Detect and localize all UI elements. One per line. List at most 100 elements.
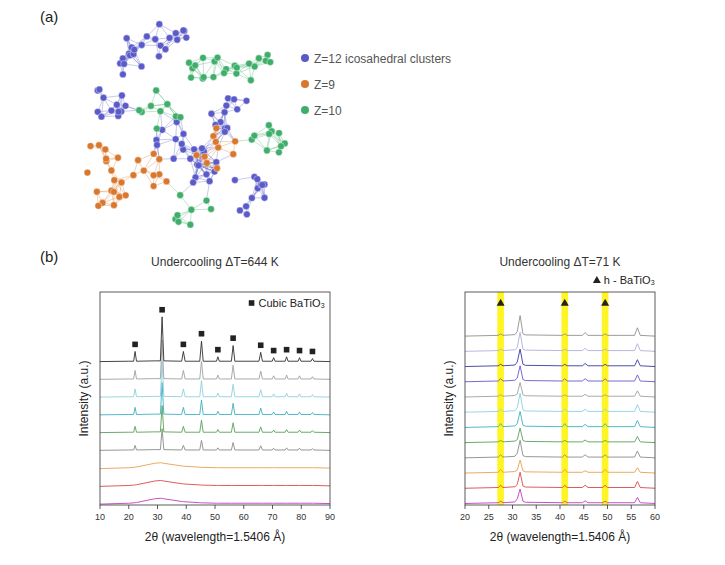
atom <box>214 54 221 61</box>
atom <box>276 130 283 137</box>
atom <box>187 221 194 228</box>
xrd-trace <box>465 489 655 503</box>
atom <box>136 107 143 114</box>
peak-marker <box>199 331 205 337</box>
x-tick <box>100 505 101 509</box>
atom <box>111 177 118 184</box>
legend-symbol <box>593 276 601 283</box>
atom <box>267 59 274 66</box>
x-axis-title: 2θ (wavelength=1.5406 Å) <box>490 529 630 544</box>
atom <box>243 97 250 104</box>
x-tick-label: 90 <box>325 512 335 522</box>
plot-frame <box>465 292 655 505</box>
figure: (a)Z=12 icosahedral clustersZ=9Z=10(b)10… <box>0 0 725 565</box>
atom <box>213 159 220 166</box>
atom <box>231 96 238 103</box>
x-tick <box>488 505 489 509</box>
x-tick <box>536 505 537 509</box>
atom <box>156 21 163 28</box>
x-tick <box>186 505 187 509</box>
atom <box>264 147 271 154</box>
atom <box>87 143 94 150</box>
peak-marker <box>284 347 290 353</box>
x-tick-label: 60 <box>239 512 249 522</box>
highlight-band <box>561 292 568 505</box>
atom <box>153 87 160 94</box>
highlight-band <box>497 292 504 505</box>
atom <box>203 197 210 204</box>
atom <box>163 178 170 185</box>
atom <box>100 94 107 101</box>
atom <box>203 160 210 167</box>
atom <box>203 171 210 178</box>
x-tick-label: 35 <box>531 512 541 522</box>
atom <box>232 177 239 184</box>
atom <box>237 207 244 214</box>
atom <box>181 28 188 35</box>
atom <box>143 33 150 40</box>
cluster-bonds <box>91 24 285 224</box>
atom <box>111 202 118 209</box>
xrd-trace <box>465 366 655 382</box>
atom <box>213 125 220 132</box>
atom <box>243 203 250 210</box>
atom <box>154 142 161 149</box>
atom <box>201 153 208 160</box>
atom <box>234 106 241 113</box>
atom <box>138 42 145 49</box>
x-tick <box>583 505 584 509</box>
atom <box>150 150 157 157</box>
peak-marker <box>215 347 221 353</box>
atom <box>199 145 206 152</box>
xrd-trace <box>465 411 655 427</box>
atom <box>221 70 228 77</box>
legend-symbol <box>301 80 309 88</box>
peak-marker <box>297 348 303 354</box>
peak-marker <box>601 299 609 306</box>
atom <box>119 71 126 78</box>
x-tick <box>215 505 216 509</box>
x-tick-label: 20 <box>124 512 134 522</box>
atom <box>200 74 207 81</box>
plot-frame <box>100 292 330 505</box>
atom <box>221 109 228 116</box>
atom <box>177 114 184 121</box>
atom <box>150 172 157 179</box>
xrd-trace <box>465 349 655 367</box>
highlight-band <box>602 292 609 505</box>
peak-marker <box>497 299 505 306</box>
xrd-trace <box>465 428 655 442</box>
atom <box>192 62 199 69</box>
atom <box>156 53 163 60</box>
atom <box>140 167 147 174</box>
atom <box>178 140 185 147</box>
atom <box>247 77 254 84</box>
x-tick <box>243 505 244 509</box>
atom <box>255 55 262 62</box>
legend-label: h - BaTiO₃ <box>604 274 655 286</box>
atom <box>102 146 109 153</box>
atom <box>108 107 115 114</box>
xrd-trace <box>465 460 655 473</box>
legend-label: Cubic BaTiO₃ <box>259 297 325 309</box>
atom <box>180 27 187 34</box>
atom <box>265 122 272 129</box>
peak-marker <box>159 307 165 313</box>
legend-label: Z=12 icosahedral clusters <box>314 52 451 66</box>
atom <box>180 131 187 138</box>
x-tick <box>157 505 158 509</box>
xrd-trace <box>465 316 655 337</box>
xrd-trace <box>100 317 330 362</box>
chart-title: Undercooling ΔT=644 K <box>151 255 279 269</box>
atom <box>264 52 271 59</box>
legend-label: Z=9 <box>314 78 335 92</box>
x-tick-label: 40 <box>181 512 191 522</box>
atom <box>157 108 164 115</box>
x-tick <box>330 505 331 509</box>
atom <box>183 34 190 41</box>
chart-title: Undercooling ΔT=71 K <box>499 255 620 269</box>
atom <box>177 192 184 199</box>
atom <box>266 131 273 138</box>
atom <box>164 101 171 108</box>
atom <box>233 70 240 77</box>
